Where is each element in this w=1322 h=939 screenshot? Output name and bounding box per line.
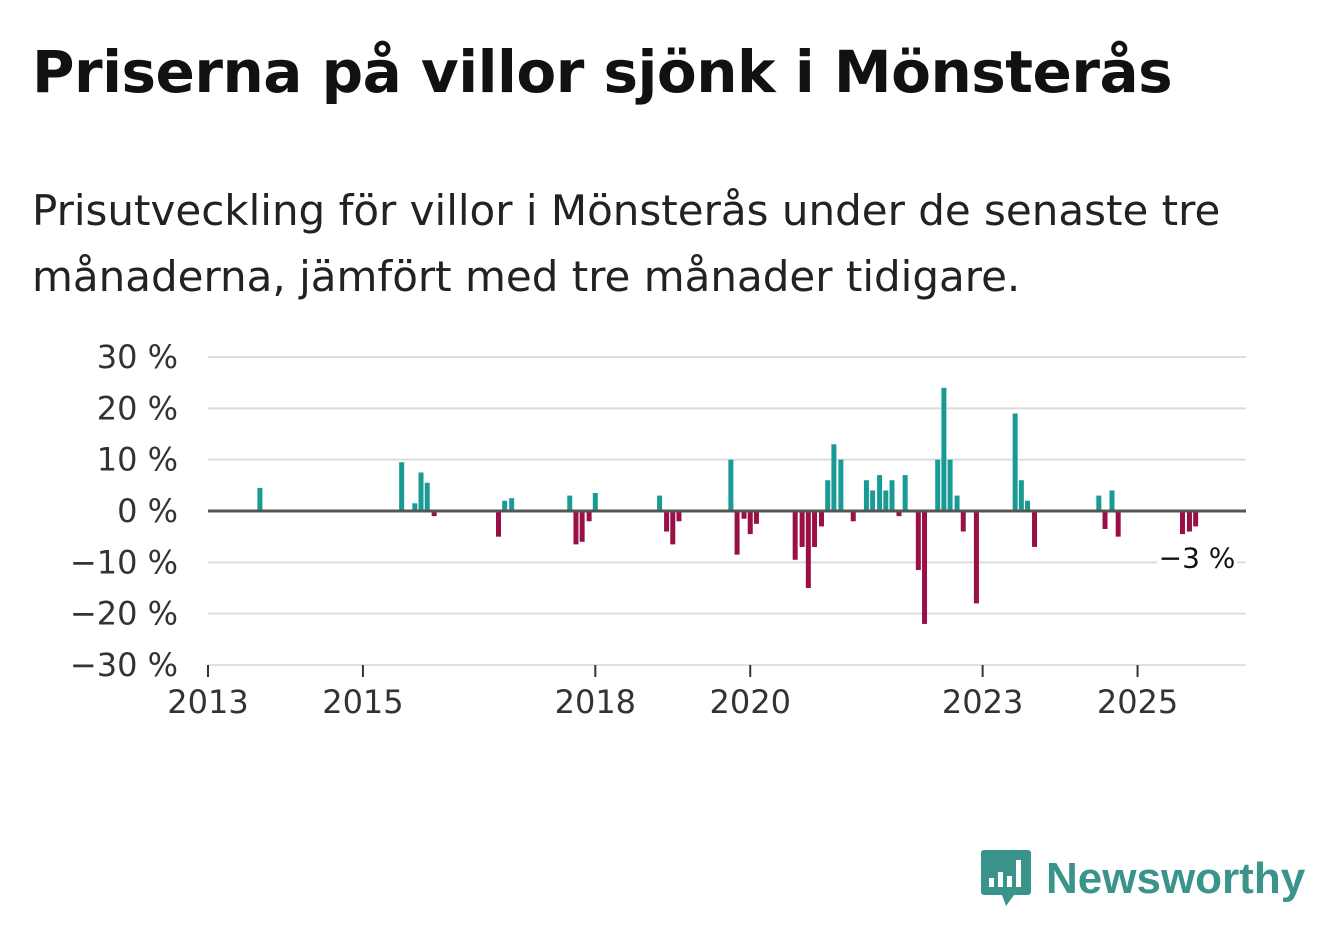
y-tick-label: 10 % <box>97 441 178 479</box>
y-tick-label: 0 % <box>117 492 178 530</box>
bar <box>657 495 663 511</box>
bar <box>734 511 740 555</box>
bar <box>1193 511 1199 527</box>
x-tick-label: 2020 <box>710 683 791 721</box>
chart-title: Priserna på villor sjönk i Mönsterås <box>32 38 1173 106</box>
bar <box>960 511 966 532</box>
bar <box>889 480 895 511</box>
bar <box>1179 511 1185 535</box>
bar <box>741 511 747 519</box>
y-tick-label: −30 % <box>70 646 178 684</box>
axes <box>207 509 1246 677</box>
bar <box>831 444 837 511</box>
bar <box>592 493 598 511</box>
y-tick-label: 30 % <box>97 338 178 376</box>
bar <box>838 459 844 511</box>
bars <box>257 387 1199 624</box>
bar <box>728 459 734 511</box>
bar <box>812 511 818 547</box>
bar <box>424 482 430 511</box>
chart-subtitle: Prisutveckling för villor i Mönsterås un… <box>32 186 1221 301</box>
bar <box>412 503 418 511</box>
y-tick-label: −20 % <box>70 595 178 633</box>
bar-chart-speech-bubble-icon <box>981 850 1031 906</box>
bar <box>747 511 753 535</box>
bar <box>973 511 979 604</box>
x-tick-label: 2013 <box>167 683 248 721</box>
bar <box>509 498 515 511</box>
bar-chart: 30 % 20 % 10 % 0 % −10 % −20 % −30 %2013 2015 20… <box>70 338 1246 721</box>
bar <box>935 459 941 511</box>
bar <box>495 511 501 537</box>
brand-name: Newsworthy <box>1046 854 1306 903</box>
bar <box>670 511 676 545</box>
bar <box>799 511 805 547</box>
y-tick-label: −10 % <box>70 543 178 581</box>
bar <box>257 487 263 511</box>
x-tick-label: 2025 <box>1097 683 1178 721</box>
bar <box>947 459 953 511</box>
bar <box>1102 511 1108 529</box>
x-tick-label: 2018 <box>555 683 636 721</box>
last-value-label: −3 % <box>1159 541 1236 574</box>
bar <box>896 511 902 517</box>
bar <box>1032 511 1038 547</box>
bar <box>573 511 579 545</box>
bar <box>870 490 876 511</box>
bar <box>825 480 831 511</box>
bar <box>1012 413 1018 511</box>
newsworthy-logo: Newsworthy <box>980 848 1305 910</box>
bar <box>579 511 585 542</box>
bar <box>792 511 798 560</box>
bar <box>877 475 883 511</box>
x-tick-label: 2015 <box>322 683 403 721</box>
bar <box>1109 490 1115 511</box>
bar <box>502 500 508 511</box>
bar <box>399 462 405 511</box>
bar <box>567 495 573 511</box>
bar <box>676 511 682 522</box>
bar <box>922 511 928 624</box>
bar <box>819 511 824 527</box>
bar <box>1115 511 1121 537</box>
bar <box>753 511 759 524</box>
end-label-background <box>1157 539 1237 576</box>
bar <box>805 511 811 588</box>
bar <box>586 511 592 522</box>
x-tick-label: 2023 <box>942 683 1023 721</box>
bar <box>902 475 908 511</box>
bar <box>1018 480 1024 511</box>
y-tick-label: 20 % <box>97 389 178 427</box>
bar <box>418 472 424 511</box>
bar <box>1186 511 1192 532</box>
labels: 30 % 20 % 10 % 0 % −10 % −20 % −30 %2013 2015 20… <box>70 338 1237 721</box>
bar <box>941 387 947 511</box>
bar <box>664 511 670 532</box>
bar <box>915 511 921 571</box>
bar <box>431 511 437 517</box>
bar <box>850 511 856 522</box>
bar <box>863 480 869 511</box>
bar <box>1096 495 1102 511</box>
bar <box>954 495 960 511</box>
bar <box>1025 500 1031 511</box>
bar <box>883 490 889 511</box>
